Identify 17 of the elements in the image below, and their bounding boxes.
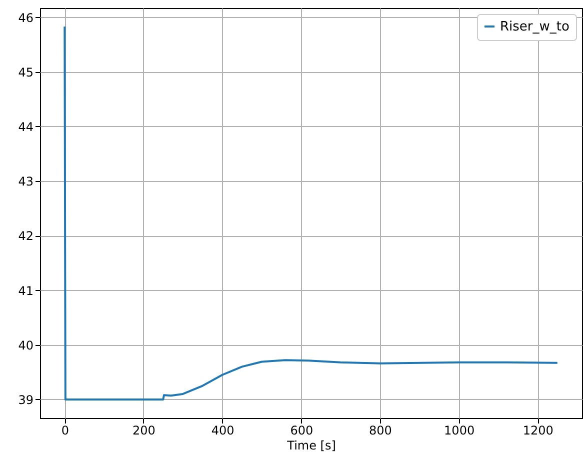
- x-tick-label: 800: [369, 424, 392, 438]
- x-tick-label: 600: [290, 424, 314, 438]
- x-axis-title: Time [s]: [286, 438, 336, 452]
- x-tick-label: 1000: [444, 424, 475, 438]
- y-tick-label: 45: [18, 65, 34, 80]
- y-tick-label: 46: [18, 10, 34, 25]
- x-tick-label: 0: [61, 424, 69, 438]
- y-tick-label: 43: [18, 174, 34, 189]
- x-tick-label: 400: [211, 424, 234, 438]
- y-tick-label: 41: [18, 284, 34, 298]
- y-tick-label: 39: [18, 392, 34, 407]
- y-tick-label: 44: [18, 120, 34, 134]
- legend-label: Riser_w_to: [500, 20, 570, 34]
- x-tick-label: 1200: [522, 424, 554, 438]
- y-tick-label: 42: [18, 229, 34, 244]
- x-tick-label: 200: [132, 424, 156, 438]
- y-tick-label: 40: [18, 338, 34, 352]
